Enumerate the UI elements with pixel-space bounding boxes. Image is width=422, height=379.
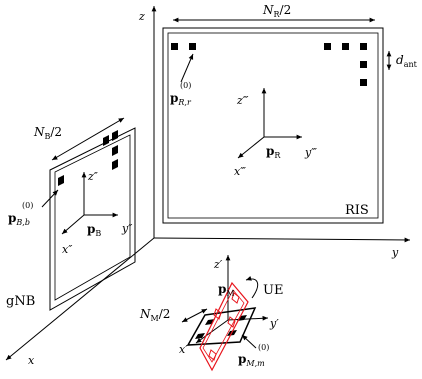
ue-name: UE <box>263 283 283 298</box>
ue-x-label: x′ <box>179 343 188 356</box>
ris-x-label: x‴ <box>234 165 246 178</box>
gnb-name: gNB <box>6 294 35 309</box>
ue-dim-arrow <box>181 308 208 323</box>
global-z-label: z <box>138 10 145 23</box>
p-b0-pointer <box>41 189 59 208</box>
p-b0-label: pB,b <box>8 211 30 227</box>
gnb-x-label: x″ <box>62 243 73 256</box>
ue-rotated-panel <box>199 281 249 372</box>
p-r0-sup: (0) <box>180 81 191 90</box>
ris-element <box>189 43 196 50</box>
ue-element <box>237 315 247 321</box>
ris-element <box>360 61 367 68</box>
gnb-dim-label: NB/2 <box>33 125 62 141</box>
gnb-local-axes <box>61 172 118 235</box>
gnb-element <box>112 130 118 141</box>
p-m0-pointer <box>241 334 257 349</box>
ris-dim-label: NR/2 <box>262 3 291 19</box>
ue-y-label: y′ <box>269 317 279 330</box>
ue-rotated-element <box>208 349 217 361</box>
ue-element <box>205 319 215 325</box>
p-r0-pointer <box>180 53 194 83</box>
ue-z-label: z′ <box>213 258 223 271</box>
p-m0-sup: (0) <box>258 343 269 352</box>
global-x-label: x <box>28 354 35 367</box>
p-m-label: pM <box>218 282 235 298</box>
ue-rotated-element <box>227 316 236 328</box>
p-r0-label: pR,r <box>170 91 192 107</box>
ris-frame <box>162 27 384 224</box>
ue-rotated-elements <box>208 292 240 361</box>
p-m0-label: pM,m <box>238 352 265 368</box>
global-x-axis <box>5 237 155 361</box>
gnb-panel: NB/2 z″ y″ x″ pB (0) pB,b gNB <box>6 117 136 311</box>
p-b0-sup: (0) <box>22 201 33 210</box>
ris-panel: NR/2 dant pR,r (0) z‴ y‴ x‴ <box>162 3 418 224</box>
ris-element <box>360 43 367 50</box>
ue-device: UE z′ y′ x′ pM NM/2 (0) pM,m <box>139 254 283 372</box>
ue-dim-label: NM/2 <box>139 307 170 323</box>
ris-z-label: z‴ <box>236 94 249 107</box>
ris-element <box>342 43 349 50</box>
ris-local-axes <box>237 88 302 159</box>
d-ant-label: dant <box>396 53 418 69</box>
gnb-element <box>58 175 64 186</box>
gnb-element <box>112 159 118 170</box>
ue-rotated-element <box>213 308 222 320</box>
ris-element <box>324 43 331 50</box>
ue-panel <box>186 307 257 346</box>
p-b-label: pB <box>87 222 101 238</box>
p-r-label: pR <box>266 144 281 160</box>
ue-rotated-inner <box>202 289 245 363</box>
gnb-y-label: y″ <box>121 222 133 235</box>
ris-elements <box>171 43 367 86</box>
global-axes <box>5 5 411 361</box>
global-y-axis <box>153 237 411 243</box>
ris-y-label: y‴ <box>304 146 317 159</box>
ris-element <box>360 79 367 86</box>
gnb-frame <box>49 127 136 311</box>
ue-rotated-element <box>231 292 240 304</box>
gnb-element <box>103 135 109 146</box>
gnb-z-label: z″ <box>87 170 99 183</box>
ris-element <box>171 43 178 50</box>
ue-rotation-arrow <box>245 276 259 299</box>
ue-element <box>195 333 205 339</box>
gnb-dim-arrow <box>51 117 125 161</box>
gnb-inner-frame <box>54 134 131 301</box>
gnb-element <box>112 145 118 156</box>
global-y-label: y <box>391 246 399 259</box>
gnb-elements <box>58 130 118 186</box>
ris-inner-frame <box>167 32 379 219</box>
ris-name: RIS <box>345 203 369 218</box>
